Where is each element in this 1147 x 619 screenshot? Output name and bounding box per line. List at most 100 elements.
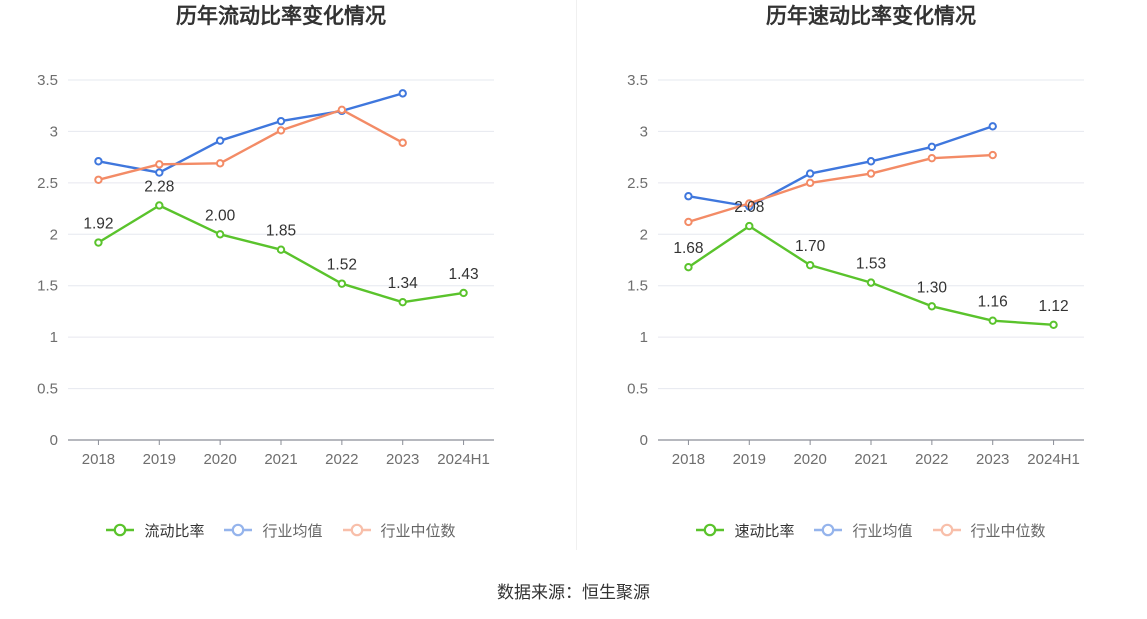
- y-tick-label: 2: [50, 226, 58, 243]
- x-tick-label: 2024H1: [1027, 451, 1080, 468]
- quick-ratio-point: [866, 278, 876, 287]
- x-axis-labels: 2018 2019 2020 2021 2022 2023 2024H1: [672, 440, 1080, 468]
- industry-median-point: [988, 150, 997, 160]
- x-tick-label: 2020: [203, 451, 236, 468]
- data-label: 1.52: [327, 257, 357, 274]
- current-ratio-point: [459, 288, 468, 298]
- legend-item-current-ratio[interactable]: 流动比率: [106, 520, 204, 541]
- current-ratio-point: [215, 230, 225, 239]
- industry-average-point: [276, 116, 286, 126]
- y-gridlines: [68, 79, 494, 390]
- industry-median-line: [97, 108, 404, 181]
- quick-ratio-chart: 历年速动比率变化情况 0 0.5 1 1.5 2 2.5 3 3.5 2018 2019 2020 2…: [590, 0, 1147, 560]
- industry-average-point: [94, 157, 103, 166]
- y-tick-label: 0.5: [37, 381, 58, 398]
- industry-median-point: [684, 217, 693, 227]
- quick-ratio-point: [805, 260, 815, 270]
- industry-median-point: [94, 175, 103, 184]
- current-ratio-point: [155, 201, 164, 210]
- industry-average-point: [398, 89, 407, 98]
- y-tick-label: 3: [50, 123, 58, 140]
- data-label: 2.28: [144, 178, 174, 195]
- x-tick-label: 2024H1: [437, 451, 490, 468]
- industry-average-point: [215, 136, 225, 145]
- industry-average-point: [155, 168, 164, 177]
- x-axis-labels: 2018 2019 2020 2021 2022 2023 2024H1: [82, 440, 490, 468]
- data-label: 1.16: [978, 294, 1008, 311]
- legend-line-marker-icon: [696, 523, 725, 537]
- industry-median-point: [337, 105, 347, 115]
- data-label: 2.08: [734, 199, 764, 216]
- industry-average-series: [94, 89, 407, 177]
- legend-item-industry-median[interactable]: 行业中位数: [932, 520, 1046, 541]
- x-tick-label: 2018: [82, 451, 115, 468]
- quick-ratio-series: [684, 221, 1058, 329]
- y-tick-label: 2.5: [37, 175, 58, 192]
- legend-item-industry-median[interactable]: 行业中位数: [342, 520, 456, 541]
- data-label: 2.00: [205, 207, 236, 224]
- y-tick-label: 3.5: [37, 72, 58, 89]
- x-tick-label: 2021: [854, 451, 887, 468]
- industry-average-line: [97, 92, 404, 174]
- legend-icon-circle: [704, 523, 717, 537]
- legend-icon-circle: [232, 523, 245, 537]
- legend-item-industry-average[interactable]: 行业均值: [224, 520, 323, 541]
- quick-ratio-plot: 0 0.5 1 1.5 2 2.5 3 3.5 2018 2019 2020 2021 2022 2023…: [627, 72, 1084, 468]
- y-tick-label: 1: [50, 329, 58, 346]
- y-tick-label: 2.5: [627, 175, 648, 192]
- industry-median-point: [276, 126, 286, 135]
- chart-legend: 速动比率 行业均值 行业中位数: [658, 520, 1084, 540]
- industry-median-point: [398, 138, 407, 147]
- legend-icon-circle: [940, 523, 953, 537]
- x-tick-label: 2021: [264, 451, 297, 468]
- legend-icon-circle: [114, 523, 127, 537]
- current-ratio-point: [337, 279, 347, 288]
- y-tick-label: 3.5: [627, 72, 648, 89]
- quick-ratio-point: [927, 302, 937, 311]
- legend-label: 速动比率: [734, 522, 795, 540]
- industry-median-line: [687, 153, 994, 224]
- x-tick-label: 2018: [672, 451, 705, 468]
- data-labels: 1.68 2.08 1.70 1.53 1.30 1.16 1.12: [673, 199, 1068, 315]
- industry-average-series: [684, 122, 997, 211]
- current-ratio-series: [94, 201, 468, 307]
- y-tick-label: 0: [50, 432, 58, 449]
- legend-line-marker-icon: [932, 523, 961, 537]
- legend-label: 行业中位数: [380, 522, 456, 540]
- industry-average-point: [866, 157, 876, 166]
- legend-line-marker-icon: [342, 523, 371, 537]
- legend-line-marker-icon: [224, 523, 253, 537]
- y-axis-labels: 0 0.5 1 1.5 2 2.5 3 3.5: [627, 72, 648, 449]
- data-label: 1.70: [795, 238, 826, 255]
- data-label: 1.12: [1038, 298, 1068, 315]
- x-tick-label: 2020: [793, 451, 826, 468]
- x-tick-label: 2022: [325, 451, 358, 468]
- y-tick-label: 1.5: [37, 278, 58, 295]
- y-tick-label: 1: [640, 329, 648, 346]
- legend-line-marker-icon: [814, 523, 843, 537]
- legend-item-quick-ratio[interactable]: 速动比率: [696, 520, 794, 541]
- legend-label: 行业均值: [852, 522, 913, 540]
- y-tick-label: 2: [640, 226, 648, 243]
- legend-label: 行业均值: [262, 522, 323, 540]
- industry-average-point: [805, 169, 815, 178]
- current-ratio-point: [398, 297, 407, 307]
- y-tick-label: 0.5: [627, 381, 648, 398]
- legend-label: 流动比率: [144, 522, 205, 540]
- x-tick-label: 2019: [143, 451, 176, 468]
- quick-ratio-point: [988, 316, 997, 325]
- chart-legend: 流动比率 行业均值 行业中位数: [68, 520, 494, 540]
- legend-icon-circle: [350, 523, 363, 537]
- data-label: 1.53: [856, 256, 886, 273]
- quick-ratio-point: [745, 221, 754, 231]
- y-gridlines: [658, 79, 1084, 390]
- legend-icon-circle: [822, 523, 835, 537]
- industry-median-series: [684, 150, 997, 227]
- data-label: 1.85: [266, 223, 296, 240]
- industry-median-point: [805, 178, 815, 188]
- legend-item-industry-average[interactable]: 行业均值: [814, 520, 913, 541]
- current-ratio-chart: 历年流动比率变化情况 0 0.5 1 1.5 2 2.5 3 3.5 2018 2019 2020 2…: [0, 0, 576, 560]
- industry-average-line: [687, 125, 994, 208]
